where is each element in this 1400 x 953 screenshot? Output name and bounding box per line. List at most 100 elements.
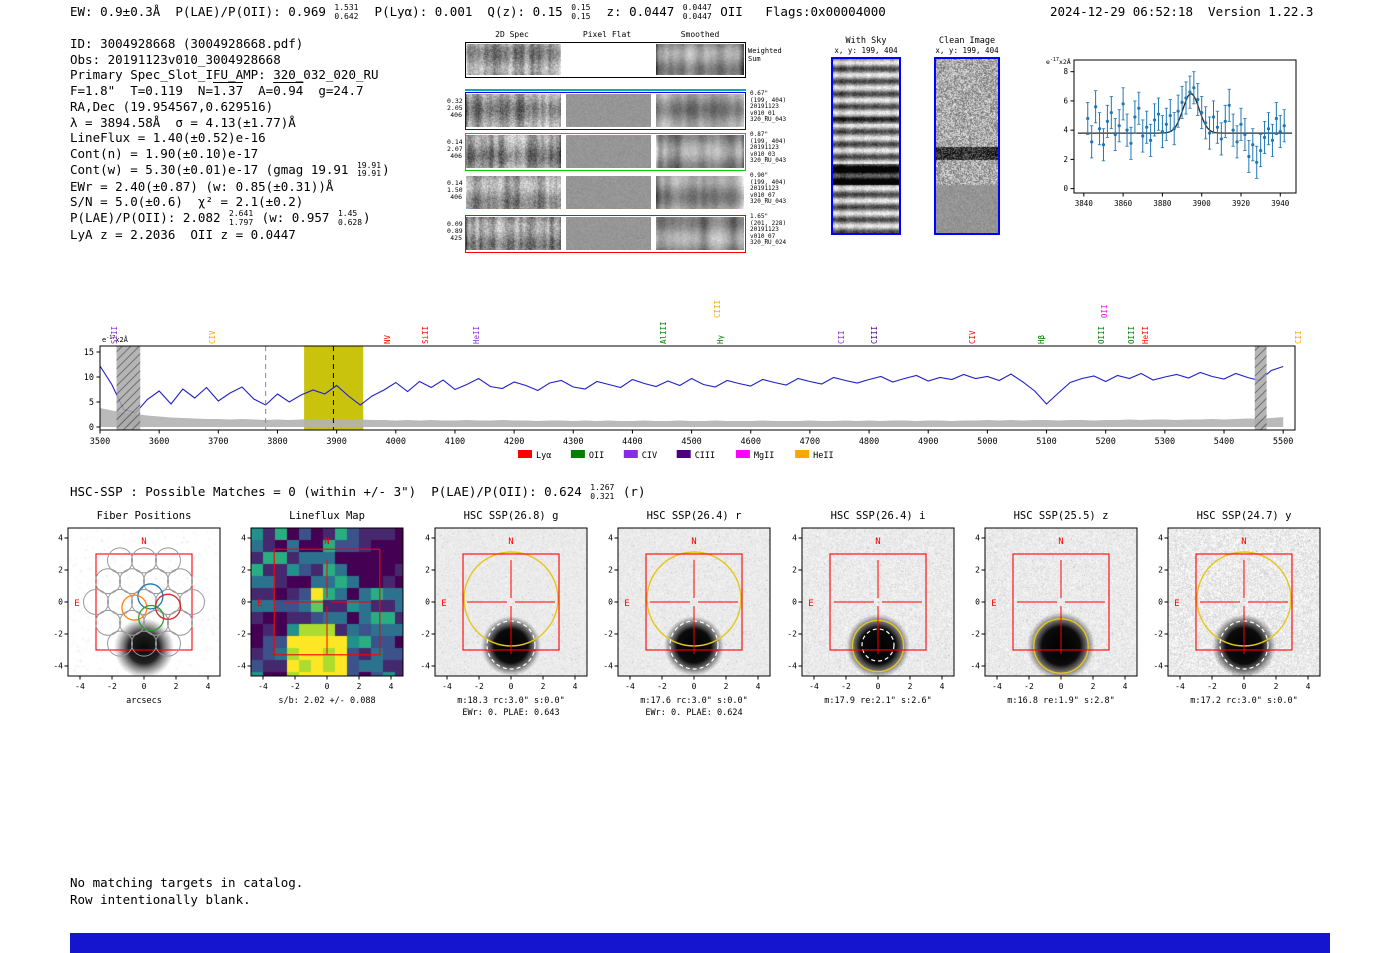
info-line: ID: 3004928668 (3004928668.pdf) bbox=[70, 36, 304, 51]
2dspec-row4-spec-canvas bbox=[466, 217, 561, 250]
with-sky-panel: With Sky x, y: 199, 404 bbox=[828, 36, 904, 235]
report-datetime: 2024-12-29 06:52:18 Version 1.22.3 bbox=[1050, 4, 1314, 19]
full-spectrum-plot: 3500 3600 3700 3800 3900 4000 4100 4200 4300 4400… bbox=[70, 262, 1332, 467]
cutout-col-title: 2D Spec bbox=[495, 30, 529, 39]
sky-panel-imagebox bbox=[831, 57, 901, 235]
2dspec-row0-smooth-canvas bbox=[656, 44, 744, 75]
svg-text:E: E bbox=[441, 599, 446, 609]
info-line: S/N = 5.0(±0.6) χ² = 2.1(±0.2) bbox=[70, 194, 304, 210]
hsc-g-title: HSC SSP(26.8) g bbox=[463, 510, 559, 522]
svg-text:4: 4 bbox=[241, 534, 246, 543]
hsc-i-caption: m:17.9 re:2.1" s:2.6" bbox=[824, 696, 932, 706]
emission-label-CIV: CIV bbox=[968, 330, 978, 344]
hsc-g-caption: m:18.3 rc:3.0" s:0.0" bbox=[457, 696, 565, 706]
cutout-row-4-weights: 0.09 0.89 425 bbox=[447, 220, 463, 243]
svg-text:4100: 4100 bbox=[445, 437, 465, 447]
info-line: Obs: 20191123v010_3004928668 bbox=[70, 51, 281, 67]
info-line: P(LAE)/P(OII): 2.082 2.641 1.797 (w: 0.95… bbox=[70, 209, 371, 227]
cutout-row-3-annotation: 0.90" (199, 404) 20191123 v010_07 320_RU… bbox=[750, 172, 787, 206]
2dspec-row2-spec-canvas bbox=[466, 135, 561, 168]
weighted-sum-label: Weighted Sum bbox=[748, 47, 782, 63]
svg-text:3860: 3860 bbox=[1114, 199, 1133, 208]
svg-text:0: 0 bbox=[792, 598, 797, 607]
svg-text:0: 0 bbox=[241, 598, 246, 607]
svg-text:3900: 3900 bbox=[1193, 199, 1212, 208]
hsc-i-plot: N E -4 -4 -2 -2 0 0 2 2 4 4 bbox=[787, 526, 968, 696]
svg-text:0: 0 bbox=[975, 598, 980, 607]
classification-bar bbox=[70, 933, 1330, 953]
svg-text:5500: 5500 bbox=[1273, 437, 1293, 447]
svg-text:-2: -2 bbox=[1207, 682, 1217, 691]
panel-hsc-i: HSC SSP(26.4) i N E -4 -4 -2 -2 0 0 2 2 4 4 m:17.9 re… bbox=[787, 508, 968, 720]
svg-text:15: 15 bbox=[84, 348, 94, 358]
svg-text:-2: -2 bbox=[236, 630, 246, 639]
lineflux-map-title: Lineflux Map bbox=[289, 510, 365, 522]
svg-text:4: 4 bbox=[940, 682, 945, 691]
stacked-fraction: 19.91 19.91 bbox=[356, 160, 382, 179]
hsc-r-caption: m:17.6 rc:3.0" s:0.0" bbox=[640, 696, 748, 706]
emission-label-Hβ: Hβ bbox=[1036, 334, 1046, 344]
svg-text:0: 0 bbox=[58, 598, 63, 607]
svg-text:0: 0 bbox=[876, 682, 881, 691]
svg-text:0: 0 bbox=[1158, 598, 1163, 607]
svg-text:3940: 3940 bbox=[1271, 199, 1290, 208]
sky-panel-title: Clean Image bbox=[938, 36, 996, 46]
footer-line: No matching targets in catalog. bbox=[70, 875, 304, 890]
svg-text:4700: 4700 bbox=[800, 437, 820, 447]
svg-text:0: 0 bbox=[142, 682, 147, 691]
emission-label-CII: CII bbox=[1293, 330, 1303, 344]
info-line: F=1.8" T=0.119 N=1.37 A=0.94 g=24.7 bbox=[70, 83, 364, 99]
svg-text:-2: -2 bbox=[603, 630, 613, 639]
svg-text:4: 4 bbox=[1063, 126, 1068, 135]
info-line: LineFlux = 1.40(±0.52)e-16 bbox=[70, 130, 266, 146]
cutout-col-title: Smoothed bbox=[680, 30, 720, 39]
hsc-y-caption: m:17.2 rc:3.0" s:0.0" bbox=[1190, 696, 1298, 706]
emission-label-SiII: SiII bbox=[110, 325, 120, 344]
clean-image-panel: Clean Image x, y: 199, 404 bbox=[929, 36, 1005, 235]
emission-label-OIII: OIII bbox=[1097, 325, 1107, 344]
svg-text:0: 0 bbox=[608, 598, 613, 607]
panel-hsc-g: HSC SSP(26.8) g N E -4 -4 -2 -2 0 0 2 2 4 4 m:18.3 rc… bbox=[420, 508, 601, 720]
cutout-row-0 bbox=[465, 42, 746, 78]
svg-text:3600: 3600 bbox=[149, 437, 169, 447]
detection-info-block: ID: 3004928668 (3004928668.pdf) Obs: 2019… bbox=[70, 36, 390, 243]
svg-text:-2: -2 bbox=[474, 682, 484, 691]
svg-text:2: 2 bbox=[1063, 155, 1068, 164]
lineflux-map-overlay: N E -4 -4 -2 -2 0 0 2 2 4 4 bbox=[236, 527, 404, 691]
panel-hsc-y: HSC SSP(24.7) y N E -4 -4 -2 -2 0 0 2 2 4 4 m:17.2 rc… bbox=[1153, 508, 1334, 720]
2dspec-row3-flat-canvas bbox=[566, 176, 651, 209]
svg-text:-4: -4 bbox=[1175, 682, 1185, 691]
hsc-match-line: HSC-SSP : Possible Matches = 0 (within +… bbox=[70, 483, 646, 501]
hsc-r-caption2: EWr: 0. PLAE: 0.624 bbox=[645, 708, 743, 718]
svg-text:4: 4 bbox=[792, 534, 797, 543]
emission-label-CIV: CIV bbox=[207, 330, 217, 344]
svg-text:5300: 5300 bbox=[1155, 437, 1175, 447]
svg-text:e-17x2Å: e-17x2Å bbox=[1046, 57, 1071, 66]
svg-text:-4: -4 bbox=[258, 682, 268, 691]
fiber-positions-title: Fiber Positions bbox=[96, 510, 192, 522]
svg-text:-4: -4 bbox=[625, 682, 635, 691]
svg-text:N: N bbox=[691, 537, 696, 547]
info-line: Primary Spec_Slot_IFU_AMP: 320_032_020_R… bbox=[70, 67, 379, 83]
svg-text:N: N bbox=[1058, 537, 1063, 547]
hsc-z-plot: N E -4 -4 -2 -2 0 0 2 2 4 4 bbox=[970, 526, 1151, 696]
emission-label-OIII: OIII bbox=[1127, 325, 1137, 344]
svg-text:-2: -2 bbox=[657, 682, 667, 691]
svg-text:E: E bbox=[74, 599, 79, 609]
clean-image-canvas bbox=[936, 59, 998, 233]
hsc-i-title: HSC SSP(26.4) i bbox=[830, 510, 926, 522]
svg-text:4200: 4200 bbox=[504, 437, 524, 447]
line-fit-inset-plot: 3840 3860 3880 3900 3920 3940 0 2 4 6 8 e-17x2Å bbox=[1040, 50, 1302, 215]
svg-text:0: 0 bbox=[425, 598, 430, 607]
cutout-row-4-annotation: 1.65" (201, 228) 20191123 v010_07 320_RU… bbox=[750, 213, 787, 247]
svg-text:2: 2 bbox=[908, 682, 913, 691]
svg-text:N: N bbox=[141, 537, 146, 547]
cutout-row-3-weights: 0.14 1.50 406 bbox=[447, 179, 463, 202]
2dspec-row3-smooth-canvas bbox=[656, 176, 744, 209]
svg-text:2: 2 bbox=[975, 566, 980, 575]
svg-text:4600: 4600 bbox=[741, 437, 761, 447]
lineflux-map-caption: s/b: 2.02 +/- 0.088 bbox=[278, 696, 376, 706]
svg-text:N: N bbox=[508, 537, 513, 547]
svg-text:E: E bbox=[991, 599, 996, 609]
header-stats-line: EW: 0.9±0.3Å P(LAE)/P(OII): 0.969 1.531 0… bbox=[70, 3, 886, 21]
